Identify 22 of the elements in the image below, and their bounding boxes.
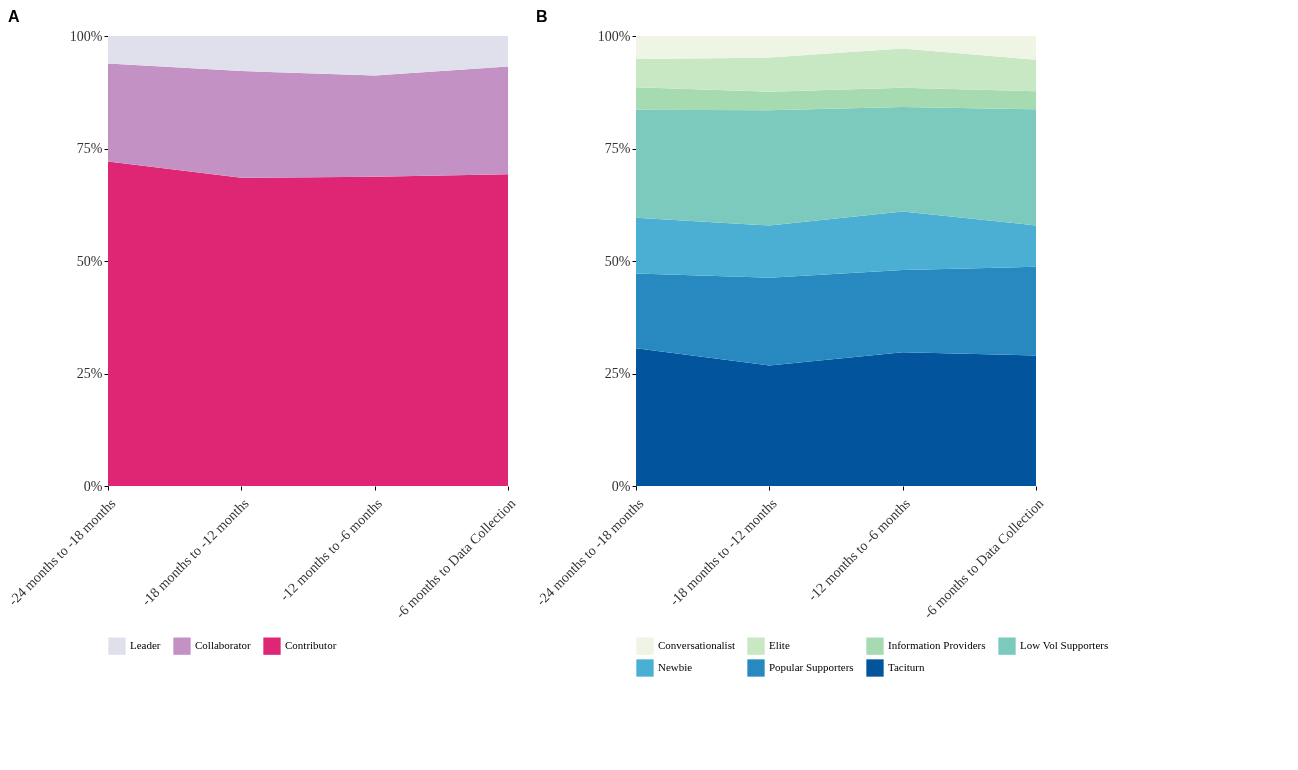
y-tick-label: 25% <box>76 366 103 381</box>
y-tick-label: 100% <box>69 28 103 44</box>
y-tick-label: 50% <box>604 253 631 269</box>
y-tick-label: 50% <box>76 253 103 269</box>
legend-label: Conversationalist <box>658 639 735 652</box>
legend-label: Contributor <box>285 639 337 652</box>
chart-title: A <box>8 8 20 25</box>
legend-label: Newbie <box>658 661 693 673</box>
y-tick-label: 0% <box>83 478 103 494</box>
legend-label: Low Vol Supporters <box>1020 639 1109 652</box>
y-tick-label: 25% <box>604 366 631 381</box>
y-tick-label: 75% <box>604 141 631 156</box>
y-tick-label: 100% <box>597 28 631 44</box>
y-tick-label: 75% <box>76 141 103 156</box>
legend-label: Taciturn <box>888 661 925 673</box>
chart-title: B <box>536 8 548 25</box>
legend-label: Popular Supporters <box>769 661 854 673</box>
legend-label: Elite <box>769 639 790 652</box>
y-tick-label: 0% <box>611 478 631 494</box>
legend-label: Information Providers <box>888 639 986 652</box>
legend-label: Collaborator <box>195 639 251 652</box>
legend-label: Leader <box>130 639 161 652</box>
